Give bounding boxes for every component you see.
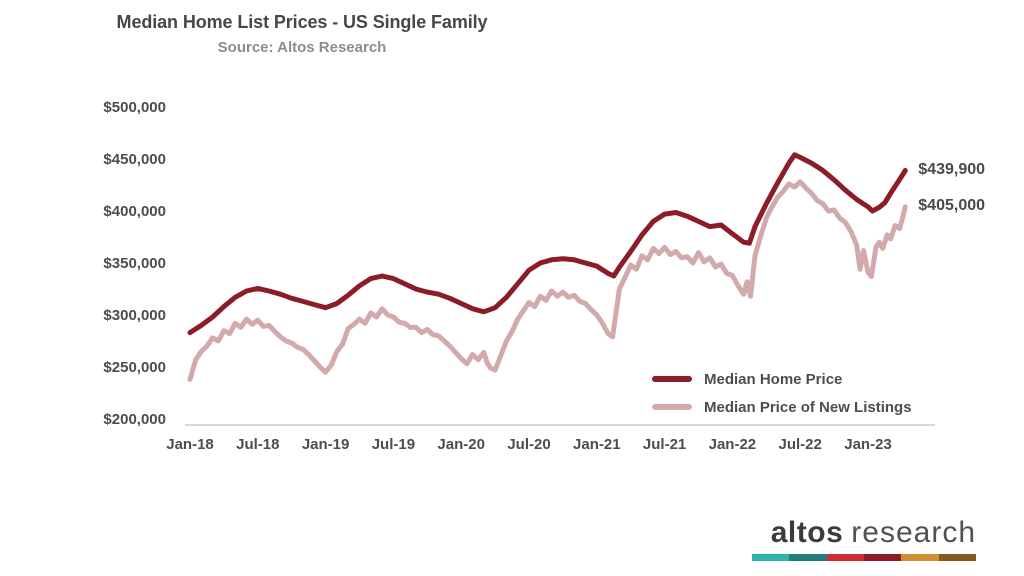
x-tick-label: Jul-21 xyxy=(642,436,687,453)
logo-word-research: research xyxy=(851,516,976,549)
y-tick-label: $350,000 xyxy=(103,255,166,272)
logo-bar-segment xyxy=(789,554,827,561)
median-home-price-line xyxy=(187,152,908,336)
legend-item-new-listings: Median Price of New Listings xyxy=(652,397,912,417)
x-tick-label: Jan-18 xyxy=(166,436,214,453)
x-tick-label: Jul-18 xyxy=(236,436,280,453)
y-tick-label: $250,000 xyxy=(103,359,166,376)
logo-bar-segment xyxy=(901,554,939,561)
x-tick-label: Jan-19 xyxy=(301,436,350,453)
end-label-median-home-price: $439,900 xyxy=(918,160,986,178)
logo-word-altos: altos xyxy=(770,516,844,549)
logo-bar-segment xyxy=(826,554,864,561)
chart-title: Median Home List Prices - US Single Fami… xyxy=(116,12,488,32)
logo-bar-segment xyxy=(863,554,902,561)
legend-item-median-home-price: Median Home Price xyxy=(652,369,912,389)
x-tick-label: Jul-22 xyxy=(778,436,822,453)
legend-swatch-median-home-price xyxy=(652,376,692,382)
logo-bar-segment xyxy=(938,554,976,561)
legend-label-median-home-price: Median Home Price xyxy=(704,370,843,388)
x-tick-label: Jul-19 xyxy=(371,436,416,453)
chart-subtitle: Source: Altos Research xyxy=(217,39,387,56)
x-tick-label: Jul-20 xyxy=(507,436,551,453)
legend-label-new-listings: Median Price of New Listings xyxy=(704,398,912,416)
y-tick-label: $500,000 xyxy=(103,99,166,116)
altos-research-logo-text: altos research xyxy=(752,517,976,549)
legend-swatch-new-listings xyxy=(652,404,692,410)
chart-legend: Median Home Price Median Price of New Li… xyxy=(652,369,912,425)
y-tick-label: $300,000 xyxy=(103,307,166,324)
x-tick-label: Jan-22 xyxy=(708,436,757,453)
logo-color-bar xyxy=(752,554,976,561)
end-label-median-price-of-new-listings: $405,000 xyxy=(918,196,986,214)
altos-research-logo: altos research xyxy=(752,517,976,561)
chart-header: Median Home List Prices - US Single Fami… xyxy=(96,12,508,56)
x-tick-label: Jan-20 xyxy=(437,436,485,453)
x-tick-label: Jan-21 xyxy=(573,436,621,453)
y-tick-label: $400,000 xyxy=(103,203,166,220)
median-price-of-new-listings-line xyxy=(187,179,908,382)
y-tick-label: $450,000 xyxy=(103,151,166,168)
y-tick-label: $200,000 xyxy=(103,411,166,428)
logo-bar-segment xyxy=(752,554,790,561)
x-tick-label: Jan-23 xyxy=(844,436,892,453)
